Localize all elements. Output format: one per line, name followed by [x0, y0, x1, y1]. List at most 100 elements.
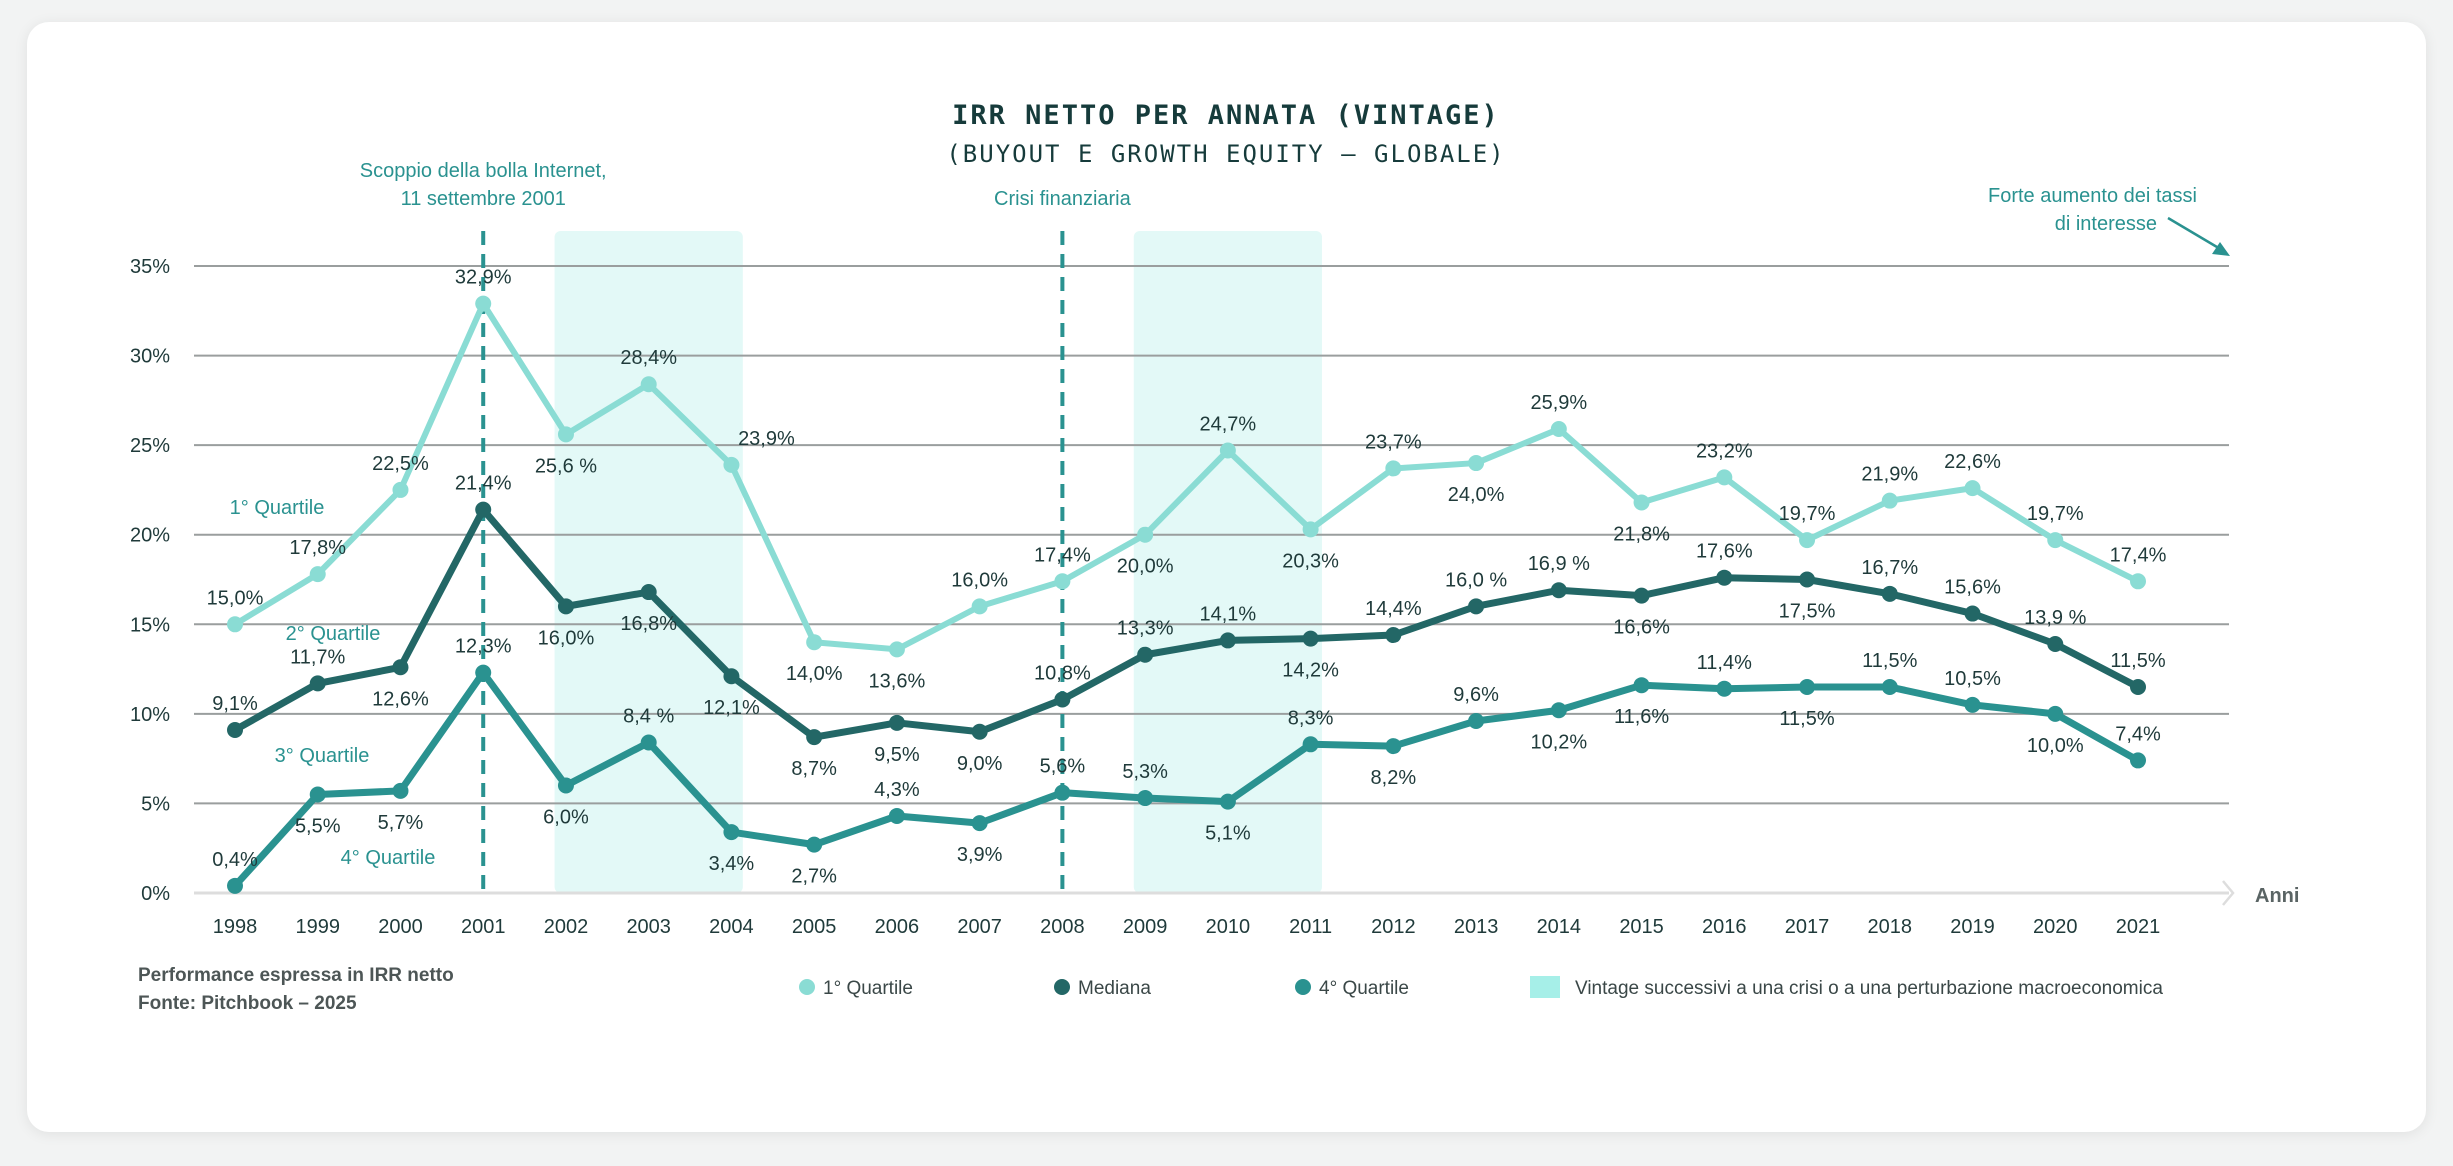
data-label: 10,8% [1034, 663, 1091, 685]
data-point [1385, 738, 1402, 755]
x-tick-label: 2014 [1537, 916, 1582, 938]
x-tick-label: 1999 [295, 916, 340, 938]
data-label: 6,0% [543, 807, 589, 829]
data-point [1137, 526, 1154, 543]
legend-dot-mediana [1054, 979, 1070, 995]
legend: 1° Quartile Mediana 4° Quartile Vintage … [799, 976, 2163, 999]
data-label: 11,5% [1779, 708, 1834, 730]
series-line-0 [233, 300, 2140, 653]
data-label: 12,6% [372, 688, 429, 710]
data-label: 14,0% [786, 663, 843, 685]
data-point [723, 668, 740, 685]
data-point [2130, 573, 2146, 590]
data-point [1468, 455, 1485, 472]
data-label: 19,7% [1779, 503, 1836, 525]
data-point [557, 777, 574, 794]
y-tick-label: 30% [130, 346, 170, 368]
data-point [1799, 571, 1816, 588]
footnote-source: Fonte: Pitchbook – 2025 [138, 993, 357, 1014]
data-point [1468, 713, 1485, 730]
x-tick-label: 2016 [1702, 916, 1747, 938]
y-tick-label: 10% [130, 704, 170, 726]
data-label: 24,7% [1200, 414, 1257, 436]
data-point [2047, 635, 2064, 652]
data-point [806, 634, 823, 651]
data-label: 14,4% [1365, 598, 1422, 620]
y-tick-label: 25% [130, 435, 170, 457]
data-point [1964, 605, 1981, 622]
x-tick-label: 2002 [544, 916, 589, 938]
x-tick-label: 2012 [1371, 916, 1416, 938]
data-label: 12,1% [703, 697, 760, 719]
data-point [1964, 480, 1981, 497]
data-label: 5,6% [1040, 756, 1086, 778]
data-label: 10,0% [2027, 735, 2084, 757]
data-label: 15,6% [1944, 577, 2001, 599]
data-label: 12,3% [455, 636, 512, 658]
data-point [392, 659, 409, 676]
data-label: 5,5% [295, 815, 341, 837]
data-point [1302, 630, 1319, 647]
data-label: 9,1% [212, 693, 258, 715]
data-label: 22,6% [1944, 451, 2001, 473]
data-point [309, 786, 326, 803]
data-point [1219, 793, 1236, 810]
data-point [640, 376, 657, 393]
x-tick-label: 2003 [626, 916, 671, 938]
region-label-q4: 4° Quartile [341, 847, 436, 869]
region-label-q3: 3° Quartile [275, 745, 370, 767]
legend-swatch-band [1530, 976, 1560, 998]
data-label: 21,4% [455, 473, 512, 495]
data-point [888, 714, 905, 731]
data-label: 17,8% [289, 537, 346, 559]
data-label: 8,2% [1371, 767, 1417, 789]
chart-title: IRR NETTO PER ANNATA (VINTAGE) [952, 100, 1500, 131]
data-label: 16,0 % [1445, 569, 1507, 591]
data-label: 5,7% [378, 812, 424, 834]
legend-dot-q4 [1295, 979, 1311, 995]
data-label: 9,0% [957, 753, 1003, 775]
data-point [806, 729, 823, 746]
data-label: 16,8% [620, 613, 677, 635]
data-point [1054, 784, 1071, 801]
x-tick-label: 2015 [1619, 916, 1664, 938]
data-label: 8,4 % [623, 706, 674, 728]
x-tick-label: 2021 [2116, 916, 2161, 938]
data-point [227, 877, 243, 894]
data-label: 13,3% [1117, 618, 1174, 640]
data-label: 10,5% [1944, 668, 2001, 690]
series-line-1 [233, 506, 2140, 741]
data-label: 3,4% [709, 853, 755, 875]
data-label: 11,5% [1862, 650, 1917, 672]
data-point [1881, 678, 1898, 695]
data-label: 7,4% [2115, 723, 2161, 745]
data-point [1799, 532, 1816, 549]
data-point [640, 584, 657, 601]
data-point [392, 481, 409, 498]
data-point [1799, 678, 1816, 695]
data-label: 21,8% [1613, 523, 1670, 545]
data-point [392, 782, 409, 799]
data-label: 5,3% [1122, 761, 1168, 783]
data-label: 2,7% [791, 866, 837, 888]
data-label: 16,0% [538, 627, 595, 649]
legend-label-q4: 4° Quartile [1319, 978, 1409, 999]
data-point [806, 836, 823, 853]
data-point [2130, 752, 2146, 769]
data-point [1054, 691, 1071, 708]
x-tick-label: 2018 [1868, 916, 1913, 938]
data-point [1054, 573, 1071, 590]
data-label: 20,3% [1282, 550, 1339, 572]
data-label: 8,3% [1288, 707, 1334, 729]
x-axis-arrow-icon [2222, 880, 2235, 906]
x-axis-label: Anni [2255, 885, 2299, 907]
data-label: 9,6% [1453, 684, 1499, 706]
data-label: 3,9% [957, 844, 1003, 866]
data-point [723, 456, 740, 473]
event-annotation: Crisi finanziaria [994, 188, 1132, 210]
data-point [1964, 696, 1981, 713]
data-label: 17,5% [1779, 601, 1836, 623]
x-tick-label: 2007 [957, 916, 1002, 938]
data-point [227, 616, 243, 633]
y-tick-label: 20% [130, 525, 170, 547]
